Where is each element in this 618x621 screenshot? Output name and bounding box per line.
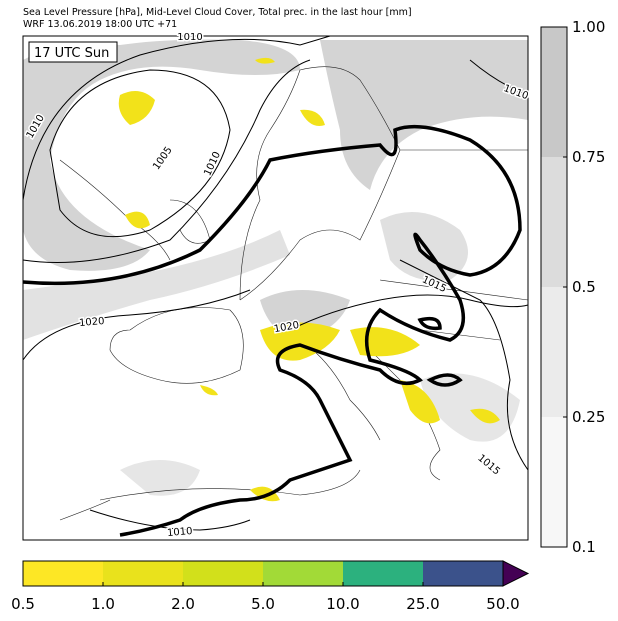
- colorbar-segment: [541, 157, 567, 287]
- colorbar-extension: [502, 560, 530, 587]
- colorbar-tick-label: 0.1: [572, 538, 596, 556]
- colorbar-tick-label: 1.0: [91, 595, 115, 613]
- colorbar-segment: [183, 561, 263, 586]
- colorbar-segment: [103, 561, 183, 586]
- colorbar-tick-label: 0.75: [572, 148, 605, 166]
- contour-label: 1020: [273, 320, 300, 335]
- colorbar-tick-label: 0.25: [572, 408, 605, 426]
- colorbar-tick-label: 10.0: [326, 595, 359, 613]
- cloud-cover: [23, 39, 528, 496]
- isobars: [22, 35, 529, 531]
- isobar-1015: [22, 124, 522, 537]
- colorbar-segment: [541, 417, 567, 547]
- colorbar-tick-label: 5.0: [251, 595, 275, 613]
- colorbar-segment: [423, 561, 503, 586]
- colorbar-segment: [343, 561, 423, 586]
- colorbar-tick-label: 0.5: [11, 595, 35, 613]
- colorbar-tick-label: 0.5: [572, 278, 596, 296]
- contour-label: 1010: [177, 32, 202, 43]
- colorbar-tick-label: 2.0: [171, 595, 195, 613]
- time-label: 17 UTC Sun: [34, 46, 109, 61]
- colorbar-tick-label: 50.0: [486, 595, 519, 613]
- colorbar-segment: [263, 561, 343, 586]
- colorbar-segment: [541, 287, 567, 417]
- colorbar-tick-label: 25.0: [406, 595, 439, 613]
- header-line: WRF 13.06.2019 18:00 UTC +71: [23, 19, 177, 30]
- contour-label: 1010: [167, 526, 193, 539]
- map-frame: [22, 35, 529, 541]
- map: 17 UTC Sun: [22, 35, 529, 541]
- colorbar-segment: [23, 561, 103, 586]
- header-line: Sea Level Pressure [hPa], Mid-Level Clou…: [23, 7, 412, 18]
- colorbar-segment: [541, 27, 567, 157]
- colorbar-tick-label: 1.00: [572, 18, 605, 36]
- contour-label: 1020: [79, 316, 105, 329]
- time-label-box: [28, 41, 118, 63]
